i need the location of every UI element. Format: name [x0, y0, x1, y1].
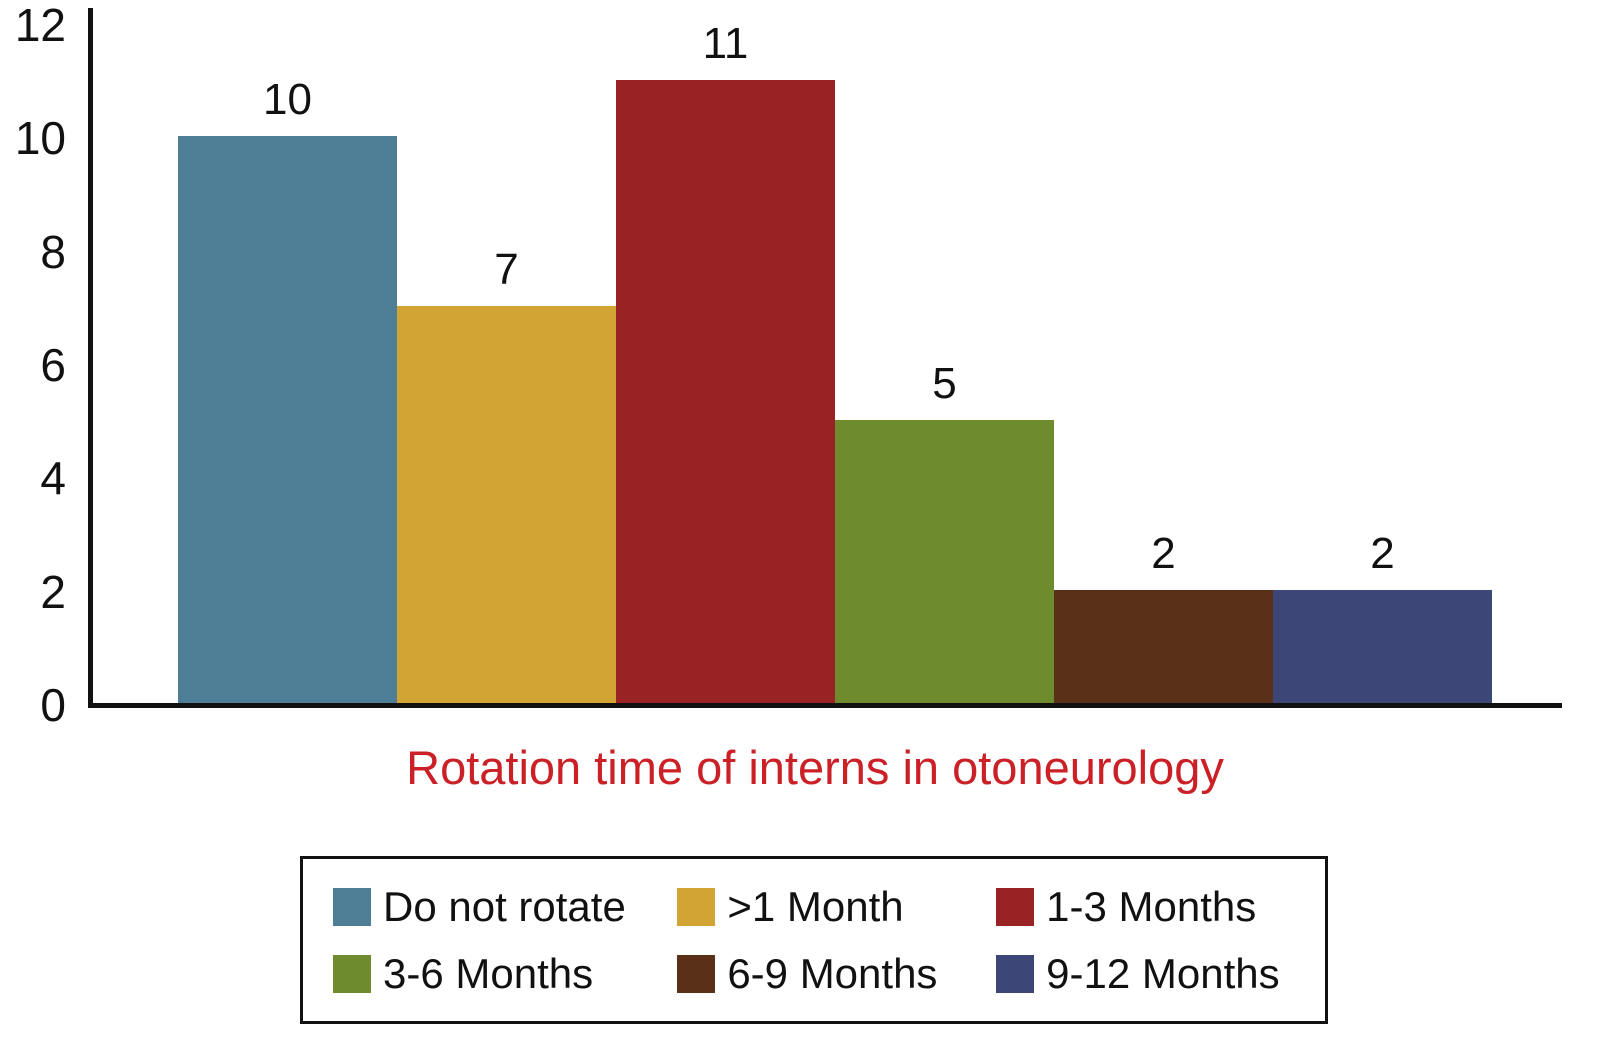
legend-item: 6-9 Months [677, 949, 996, 997]
legend-swatch [333, 954, 371, 993]
legend-item: >1 Month [677, 882, 996, 930]
legend-item: 3-6 Months [333, 949, 677, 997]
y-axis-labels: 0 2 4 6 8 10 12 [0, 0, 72, 760]
legend-swatch [333, 887, 371, 926]
legend-item: 1-3 Months [996, 882, 1315, 930]
bar-value-label: 2 [1370, 528, 1395, 578]
bar [1054, 589, 1273, 703]
y-axis-line [88, 8, 93, 708]
bar-value-label: 5 [932, 358, 957, 408]
legend-label: 6-9 Months [727, 949, 938, 997]
legend-swatch [996, 887, 1035, 926]
bar [1273, 589, 1492, 703]
legend-label: 3-6 Months [383, 949, 594, 997]
bar [178, 136, 397, 703]
y-axis-tick-label: 6 [40, 339, 66, 391]
bar-value-label: 11 [702, 18, 749, 68]
legend-swatch [677, 954, 716, 993]
legend-item: Do not rotate [333, 882, 677, 930]
bar [616, 79, 835, 703]
legend-swatch [677, 887, 716, 926]
y-axis-tick-label: 4 [40, 452, 66, 505]
chart-title: Rotation time of interns in otoneurology [406, 741, 1224, 794]
legend-label: 9-12 Months [1046, 949, 1280, 997]
bars: 10 7 11 5 2 2 [178, 18, 1492, 703]
bar-value-label: 7 [494, 245, 519, 295]
x-axis-line [88, 703, 1562, 708]
y-axis-tick-label: 10 [14, 112, 66, 165]
bar-value-label: 10 [263, 75, 312, 125]
legend-label: 1-3 Months [1046, 882, 1257, 930]
legend-label: >1 Month [727, 882, 904, 930]
y-axis-tick-label: 0 [40, 679, 66, 731]
legend-label: Do not rotate [383, 882, 626, 930]
y-axis-tick-label: 8 [40, 225, 66, 278]
legend-swatch [996, 954, 1035, 993]
y-axis-tick-label: 12 [14, 0, 66, 51]
legend-box: Do not rotate >1 Month 1-3 Months 3-6 Month… [300, 856, 1328, 1024]
y-axis-tick-label: 2 [40, 565, 66, 618]
bar-value-label: 2 [1151, 528, 1176, 578]
bar [835, 419, 1054, 703]
bar [397, 306, 616, 703]
legend-item: 9-12 Months [996, 949, 1315, 997]
